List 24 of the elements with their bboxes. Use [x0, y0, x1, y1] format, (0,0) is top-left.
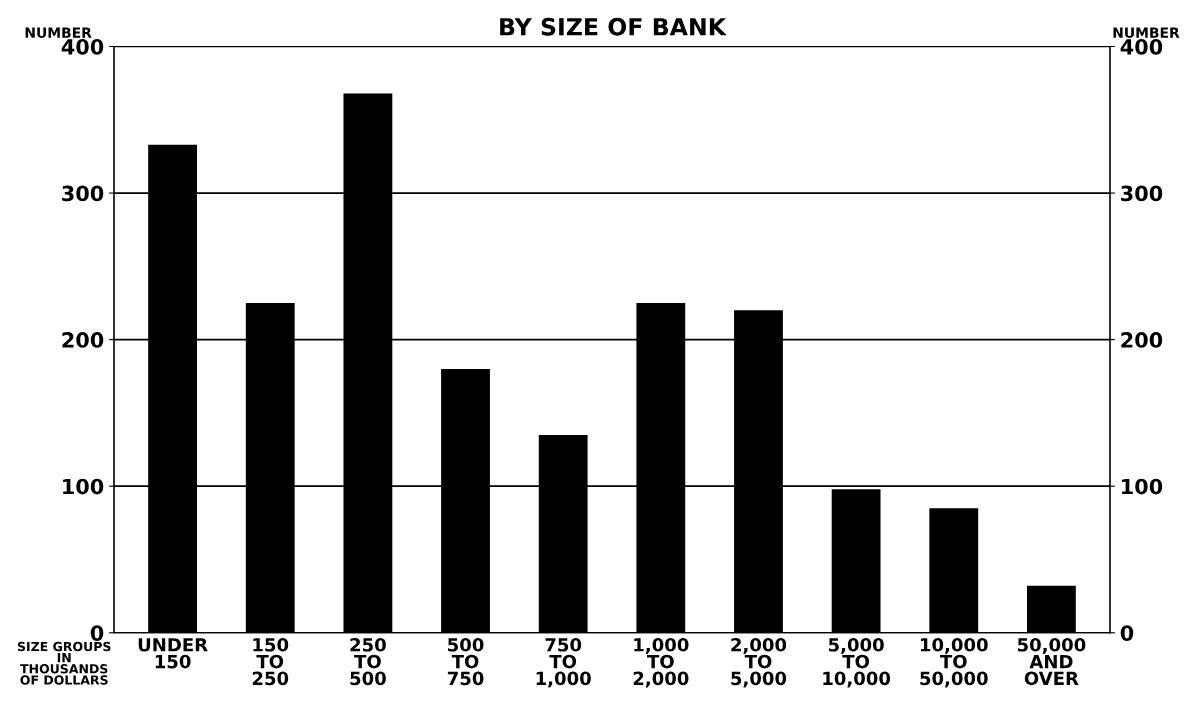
y-tick-label: 300 — [62, 185, 104, 202]
x-tick-label: 5,000 TO 10,000 — [823, 637, 891, 688]
y2-axis-title: NUMBER — [1113, 27, 1180, 38]
x-tick-label: 500 TO 750 — [447, 637, 484, 686]
x-tick-label: 250 TO 500 — [350, 637, 386, 686]
y2-tick-label: 200 — [1121, 332, 1163, 348]
y2-tick-label: 0 — [1120, 625, 1134, 641]
x-axis-title: SIZE GROUPS IN THOUSANDS OF DOLLARS — [17, 641, 111, 685]
y2-tick-label: 100 — [1122, 478, 1163, 495]
y2-tick-label: 400 — [1120, 38, 1163, 55]
chart-title: BY SIZE OF BANK — [500, 17, 727, 36]
y-axis-title: NUMBER — [25, 27, 92, 38]
y-tick-label: 100 — [63, 478, 104, 495]
y2-tick-label: 300 — [1121, 185, 1163, 202]
y-tick-label: 200 — [62, 332, 104, 348]
y-tick-label: 0 — [90, 625, 104, 641]
x-tick-label: 10,000 TO 50,000 — [920, 637, 988, 688]
x-tick-label: 2,000 TO 5,000 — [731, 637, 787, 688]
y-tick-label: 400 — [61, 38, 104, 55]
x-tick-label: 150 TO 250 — [252, 637, 289, 686]
x-tick-label: 50,000 AND OVER — [1017, 637, 1086, 686]
x-tick-label: 750 TO 1,000 — [536, 637, 591, 688]
x-tick-label: 1,000 TO 2,000 — [633, 637, 689, 688]
x-tick-label: UNDER 150 — [138, 638, 208, 669]
